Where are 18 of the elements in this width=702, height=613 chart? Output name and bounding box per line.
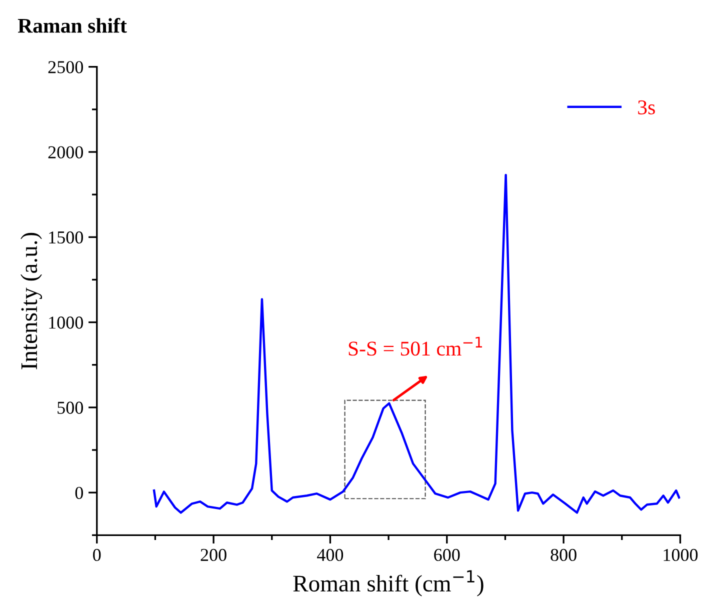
y-tick-label: 0: [75, 486, 83, 500]
x-tick-label: 400: [317, 548, 344, 562]
x-tick-label: 600: [434, 548, 460, 562]
x-axis-title: Roman shift (cm$^{−1}$): [293, 570, 484, 596]
y-tick-label: 1000: [49, 316, 83, 329]
x-tick-label: 200: [200, 548, 226, 562]
x-tick-label: 800: [550, 548, 576, 562]
x-tick-label: 0: [93, 548, 101, 562]
line-series: [152, 174, 680, 514]
annotation: S-S = 501 cm$^{−1}$: [348, 336, 482, 356]
y-tick-label: 2000: [48, 146, 83, 158]
y-tick-label: 2500: [48, 61, 83, 74]
x-tick-label: 1000: [664, 548, 698, 562]
legend-label: 3s: [638, 100, 655, 114]
y-tick-label: 500: [58, 402, 83, 414]
chart-title: Raman shift: [18, 18, 127, 33]
y-axis-title: Intensity (a.u.): [20, 232, 42, 370]
y-tick-label: 1500: [49, 231, 83, 244]
